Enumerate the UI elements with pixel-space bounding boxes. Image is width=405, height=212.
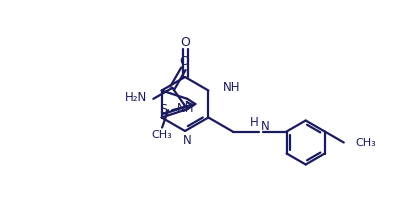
Text: N: N — [261, 120, 269, 133]
Text: O: O — [180, 35, 190, 49]
Text: NH: NH — [222, 81, 240, 94]
Text: S: S — [159, 103, 167, 116]
Text: CH₃: CH₃ — [152, 130, 173, 139]
Text: O: O — [179, 55, 189, 68]
Text: N: N — [183, 134, 192, 146]
Text: NH: NH — [177, 102, 194, 115]
Text: H₂N: H₂N — [125, 91, 147, 104]
Text: CH₃: CH₃ — [356, 138, 377, 148]
Text: H: H — [250, 116, 259, 129]
